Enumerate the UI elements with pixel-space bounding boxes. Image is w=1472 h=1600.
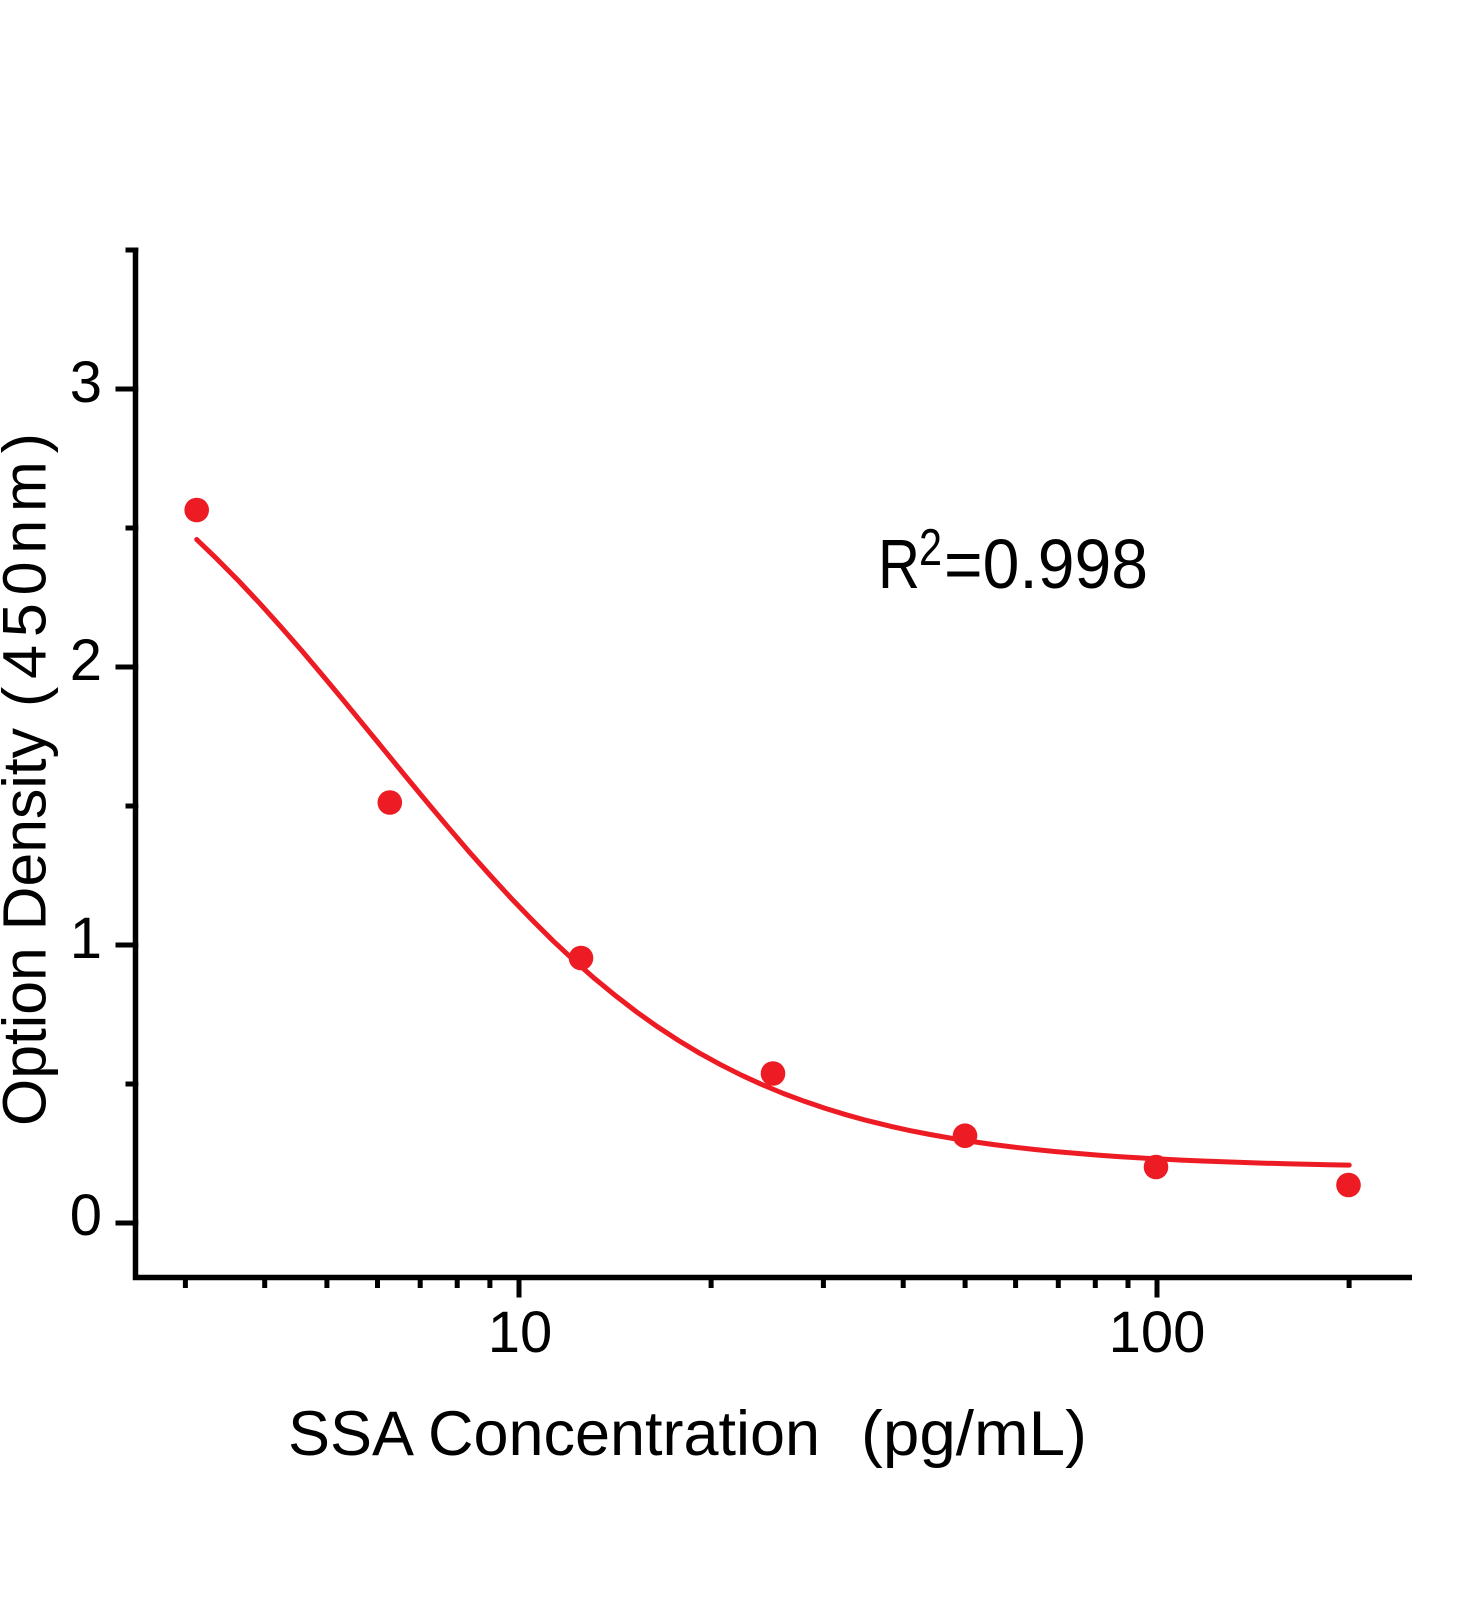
- svg-text:1: 1: [70, 906, 102, 971]
- svg-text:2: 2: [70, 628, 102, 693]
- svg-text:3: 3: [70, 350, 102, 415]
- svg-text:Option Density: Option Density: [0, 728, 59, 1126]
- svg-text:2: 2: [919, 519, 942, 577]
- svg-text:=0.998: =0.998: [944, 525, 1148, 603]
- svg-text:10: 10: [488, 1300, 553, 1365]
- svg-text:100: 100: [1109, 1300, 1206, 1365]
- svg-text:SSA Concentration: SSA Concentration: [288, 1399, 820, 1469]
- svg-text:(pg/mL): (pg/mL): [861, 1399, 1087, 1469]
- svg-text:(450nm): (450nm): [0, 433, 59, 707]
- svg-text:0: 0: [70, 1183, 102, 1248]
- svg-text:R: R: [878, 525, 920, 603]
